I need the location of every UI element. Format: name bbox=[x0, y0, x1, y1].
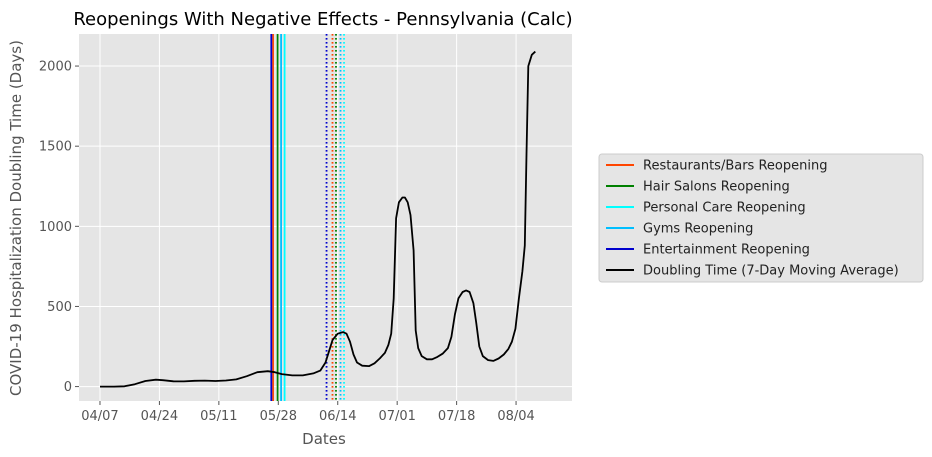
legend-label: Gyms Reopening bbox=[643, 222, 753, 237]
x-axis-ticks: 04/07 04/24 05/11 05/28 06/14 07/01 07/18 08/04 bbox=[81, 401, 535, 424]
grid bbox=[79, 34, 572, 401]
x-tick-label: 08/04 bbox=[497, 409, 534, 424]
y-axis-label: COVID-19 Hospitalization Doubling Time (… bbox=[7, 40, 25, 396]
x-tick-label: 06/14 bbox=[319, 409, 356, 424]
y-tick-label: 0 bbox=[64, 380, 72, 395]
y-axis-ticks: 0 500 1000 1500 2000 bbox=[39, 60, 79, 395]
y-tick-label: 2000 bbox=[39, 60, 72, 75]
x-tick-label: 05/11 bbox=[200, 409, 237, 424]
chart-title: Reopenings With Negative Effects - Penns… bbox=[73, 9, 572, 30]
reopening-lines bbox=[270, 34, 345, 401]
x-tick-label: 04/24 bbox=[141, 409, 178, 424]
legend-box bbox=[598, 153, 924, 283]
y-tick-label: 1500 bbox=[39, 140, 72, 155]
y-tick-label: 500 bbox=[47, 300, 72, 315]
x-tick-label: 07/01 bbox=[378, 409, 415, 424]
x-tick-label: 05/28 bbox=[260, 409, 297, 424]
x-tick-label: 07/18 bbox=[438, 409, 475, 424]
legend-label: Entertainment Reopening bbox=[643, 243, 810, 258]
legend: Restaurants/Bars Reopening Hair Salons Re… bbox=[598, 153, 924, 283]
doubling-time-series-line bbox=[100, 50, 536, 388]
legend-label: Restaurants/Bars Reopening bbox=[643, 159, 827, 174]
x-tick-label: 04/07 bbox=[81, 409, 118, 424]
x-axis-label: Dates bbox=[302, 430, 346, 448]
legend-label: Doubling Time (7-Day Moving Average) bbox=[643, 264, 899, 279]
legend-label: Hair Salons Reopening bbox=[643, 180, 790, 195]
plot-background bbox=[79, 34, 572, 401]
y-tick-label: 1000 bbox=[39, 220, 72, 235]
legend-label: Personal Care Reopening bbox=[643, 201, 806, 216]
